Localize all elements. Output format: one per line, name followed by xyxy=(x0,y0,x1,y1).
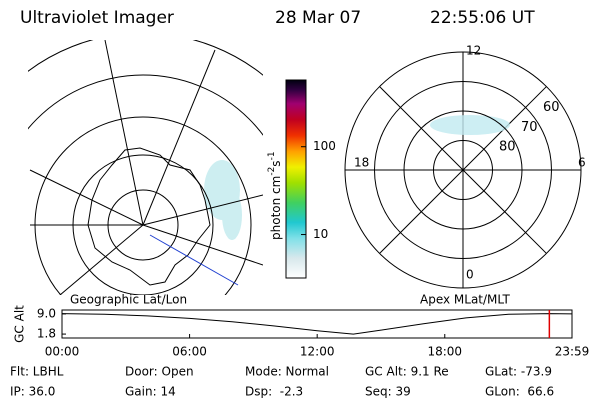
colorbar-tick-label: 100 xyxy=(313,139,336,153)
timeline-ylabel: GC Alt xyxy=(13,305,27,343)
colorbar-tick-label: 10 xyxy=(313,227,328,241)
status-field: Gain: 14 xyxy=(125,385,176,399)
mlt-label: 6 xyxy=(578,156,586,170)
status-field: GC Alt: 9.1 Re xyxy=(365,365,449,379)
lat-ring xyxy=(374,81,552,259)
x-tick-label: 12:00 xyxy=(300,345,335,359)
time: 22:55:06 UT xyxy=(430,8,535,28)
y-tick-label: 9.0 xyxy=(37,306,56,320)
geo-label: Geographic Lat/Lon xyxy=(70,293,187,307)
altitude-curve xyxy=(61,313,572,335)
status-field: GLat: -73.9 xyxy=(485,365,552,379)
colorbar xyxy=(285,79,307,279)
lat-label: 80 xyxy=(499,140,516,155)
mlt-label: 12 xyxy=(466,44,481,58)
status-field: IP: 36.0 xyxy=(10,385,55,399)
status-field: Seq: 39 xyxy=(365,385,411,399)
x-tick-label: 18:00 xyxy=(427,345,462,359)
status-field: Dsp: -2.3 xyxy=(245,385,303,399)
status-field: GLon: 66.6 xyxy=(485,385,554,399)
mlt-label: 0 xyxy=(466,268,474,282)
status-field: Door: Open xyxy=(125,365,194,379)
aurora xyxy=(430,115,510,135)
polar-label: Apex MLat/MLT xyxy=(420,293,510,307)
polar-map xyxy=(344,51,582,289)
x-tick-label: 23:59 xyxy=(555,345,590,359)
status-field: Flt: LBHL xyxy=(10,365,64,379)
colorbar-label: photon cm-2s-1 xyxy=(267,151,283,240)
x-tick-label: 06:00 xyxy=(172,345,207,359)
geo-map xyxy=(28,40,263,295)
x-tick-label: 00:00 xyxy=(45,345,80,359)
unit: photon cm-2s-1 xyxy=(267,151,283,240)
lat-label: 60 xyxy=(543,100,560,115)
y-tick-label: 1.8 xyxy=(37,327,56,341)
lat-ring xyxy=(433,140,493,200)
lat-ring xyxy=(403,110,523,230)
title: Ultraviolet Imager xyxy=(20,8,174,28)
date: 28 Mar 07 xyxy=(275,8,361,28)
lat-label: 70 xyxy=(521,120,538,135)
mlt-label: 18 xyxy=(354,156,369,170)
status-field: Mode: Normal xyxy=(245,365,329,379)
timeline-box xyxy=(61,309,573,339)
